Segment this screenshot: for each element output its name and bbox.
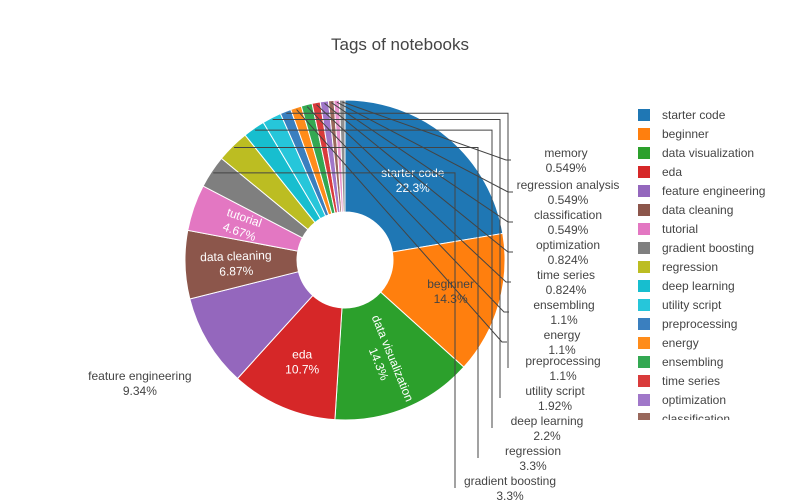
legend-item-gradient-boosting[interactable]: gradient boosting [638, 241, 754, 255]
legend-swatch [638, 204, 650, 216]
legend-swatch [638, 299, 650, 311]
leader-line-regression [234, 147, 479, 458]
slice-beginner[interactable] [379, 232, 506, 368]
legend-swatch [638, 394, 650, 406]
legend-item-energy[interactable]: energy [638, 336, 699, 350]
legend-item-data-visualization[interactable]: data visualization [638, 146, 754, 160]
legend-swatch [638, 147, 650, 159]
legend[interactable]: starter code beginner data visualization ed… [638, 108, 765, 426]
slice-label-eda: eda 10.7% [285, 347, 319, 376]
slice-label-preprocessing: preprocessing 1.1% [525, 354, 600, 383]
legend-swatch [638, 261, 650, 273]
legend-item-deep-learning[interactable]: deep learning [638, 279, 735, 293]
legend-label: energy [662, 336, 699, 350]
legend-item-beginner[interactable]: beginner [638, 127, 709, 141]
legend-item-tutorial[interactable]: tutorial [638, 222, 698, 236]
legend-item-regression[interactable]: regression [638, 260, 718, 274]
slice-label-utility-script: utility script 1.92% [525, 384, 585, 413]
legend-swatch [638, 318, 650, 330]
legend-swatch [638, 375, 650, 387]
legend-swatch [638, 413, 650, 420]
slice-label-classification: classification 0.549% [534, 208, 602, 237]
legend-swatch [638, 356, 650, 368]
legend-swatch [638, 185, 650, 197]
leader-line-deep-learning [255, 129, 493, 428]
leader-line-utility-script [272, 119, 501, 398]
legend-label: gradient boosting [662, 241, 754, 255]
legend-item-utility-script[interactable]: utility script [638, 298, 722, 312]
legend-item-classification[interactable]: classification [638, 412, 730, 426]
slice-label-feature-engineering: feature engineering 9.34% [88, 369, 191, 398]
legend-label: eda [662, 165, 682, 179]
slice-data-visualization[interactable] [334, 291, 465, 421]
legend-label: time series [662, 374, 720, 388]
legend-swatch [638, 109, 650, 121]
slice-label-energy: energy 1.1% [544, 328, 581, 357]
leader-line-time-series [316, 104, 511, 283]
legend-label: utility script [662, 298, 722, 312]
legend-label: classification [662, 412, 730, 426]
legend-item-time-series[interactable]: time series [638, 374, 720, 388]
legend-label: starter code [662, 108, 726, 122]
slice-label-memory: memory 0.549% [544, 146, 587, 175]
legend-label: regression [662, 260, 718, 274]
legend-item-feature-engineering[interactable]: feature engineering [638, 184, 765, 198]
legend-item-starter-code[interactable]: starter code [638, 108, 726, 122]
legend-swatch [638, 242, 650, 254]
leader-line-regression-analysis [336, 101, 513, 193]
legend-swatch [638, 280, 650, 292]
slice-label-beginner: beginner 14.3% [427, 277, 474, 306]
legend-label: feature engineering [662, 184, 765, 198]
legend-label: optimization [662, 393, 726, 407]
legend-item-optimization[interactable]: optimization [638, 393, 726, 407]
legend-label: tutorial [662, 222, 698, 236]
legend-label: deep learning [662, 279, 735, 293]
pie-labels: starter code 22.3%beginner 14.3%data visua… [88, 101, 620, 500]
leader-line-ensembling [306, 106, 509, 313]
legend-label: beginner [662, 127, 709, 141]
leader-line-memory [342, 101, 511, 161]
legend-item-ensembling[interactable]: ensembling [638, 355, 723, 369]
slice-label-deep-learning: deep learning 2.2% [511, 414, 584, 443]
legend-label: preprocessing [662, 317, 737, 331]
slice-label-data-cleaning: data cleaning6.87% [200, 248, 272, 279]
slice-label-gradient-boosting: gradient boosting 3.3% [464, 474, 556, 500]
legend-swatch [638, 128, 650, 140]
slice-eda[interactable] [236, 294, 343, 421]
slice-label-regression: regression 3.3% [505, 444, 561, 473]
legend-swatch [638, 337, 650, 349]
slice-label-optimization: optimization 0.824% [536, 238, 600, 267]
legend-swatch [638, 166, 650, 178]
leader-line-energy [296, 109, 507, 343]
legend-label: data cleaning [662, 203, 733, 217]
legend-item-data-cleaning[interactable]: data cleaning [638, 203, 733, 217]
leader-line-classification [331, 102, 513, 223]
chart-title: Tags of notebooks [331, 35, 469, 54]
legend-swatch [638, 223, 650, 235]
legend-label: ensembling [662, 355, 723, 369]
leader-line-optimization [324, 102, 513, 253]
slice-label-ensembling: ensembling 1.1% [533, 298, 594, 327]
leader-line-preprocessing [286, 112, 509, 368]
legend-item-preprocessing[interactable]: preprocessing [638, 317, 737, 331]
pie-slices [184, 99, 506, 421]
leader-line-gradient-boosting [213, 172, 456, 488]
slice-label-time-series: time series 0.824% [537, 268, 595, 297]
legend-label: data visualization [662, 146, 754, 160]
legend-item-eda[interactable]: eda [638, 165, 682, 179]
slice-label-regression-analysis: regression analysis 0.549% [517, 178, 620, 207]
